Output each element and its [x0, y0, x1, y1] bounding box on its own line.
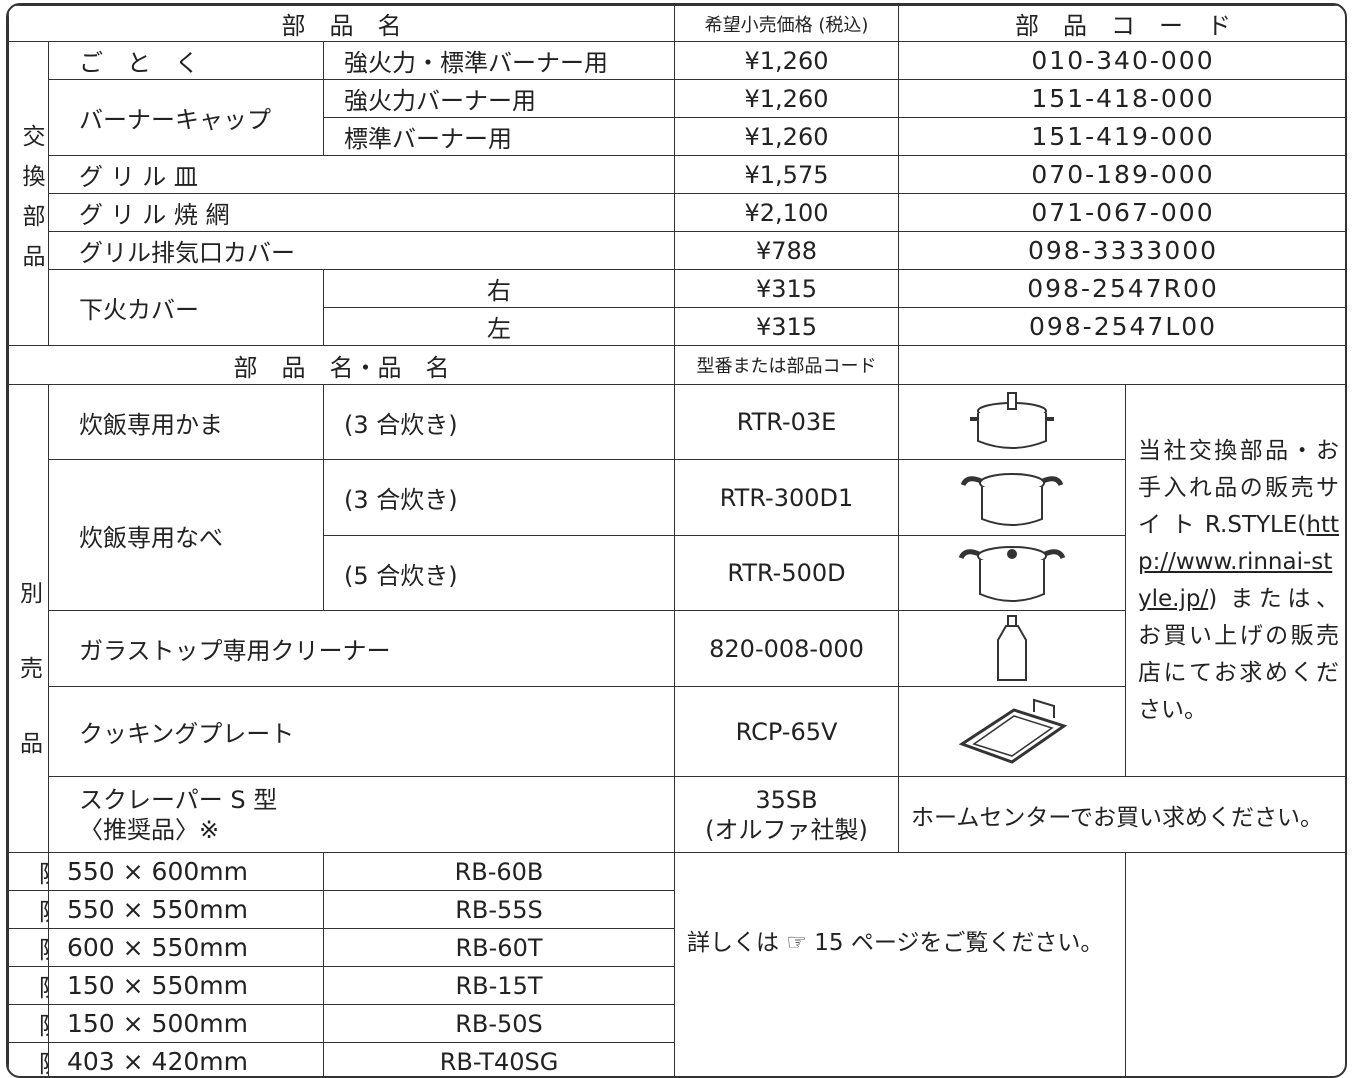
cell: 151-418-000	[899, 80, 1347, 118]
cell: ガラストップ専用クリーナー	[49, 611, 675, 687]
cell: 098-2547L00	[899, 308, 1347, 346]
cell: RB-T40SG	[324, 1043, 675, 1078]
cell: バーナーキャップ	[49, 80, 324, 156]
cell: ¥315	[675, 270, 899, 308]
row: バーナーキャップ 強火力バーナー用 ¥1,260 151-418-000	[9, 80, 1348, 118]
cell: 070-189-000	[899, 156, 1347, 194]
header-cell: 型番または部品コード	[675, 346, 899, 385]
cell: 強火力・標準バーナー用	[324, 42, 675, 80]
header-cell: 希望小売価格 (税込)	[675, 6, 899, 42]
cell: グ リ ル 皿	[49, 156, 675, 194]
cell: 標準バーナー用	[324, 118, 675, 156]
pot-icon	[957, 465, 1067, 531]
cell: ¥315	[675, 308, 899, 346]
plate-icon	[952, 694, 1072, 770]
header-cell: 部 品 名・品 名	[9, 346, 675, 385]
image-cell	[899, 385, 1126, 460]
cell: ご と く	[49, 42, 324, 80]
cell: RB-15T	[324, 967, 675, 1005]
cell: 098-3333000	[899, 232, 1347, 270]
row: 下火カバー 右 ¥315 098-2547R00	[9, 270, 1348, 308]
cell: 150 × 550mm	[49, 967, 324, 1005]
cell: (3 合炊き)	[324, 385, 675, 460]
header-cell	[899, 346, 1347, 385]
header-cell: 部 品 名	[9, 6, 675, 42]
cell: ¥1,260	[675, 80, 899, 118]
cell: グ リ ル 焼 網	[49, 194, 675, 232]
cell: スクレーパー S 型〈推奨品〉※	[49, 777, 675, 853]
cell: グリル排気口カバー	[49, 232, 675, 270]
pot-icon	[962, 389, 1062, 455]
cell: 下火カバー	[49, 270, 324, 346]
cell: 右	[324, 270, 675, 308]
cell: 403 × 420mm	[49, 1043, 324, 1078]
cell: クッキングプレート	[49, 687, 675, 777]
cell: RCP-65V	[675, 687, 899, 777]
cell: RB-55S	[324, 891, 675, 929]
cell: 防熱板 ④	[9, 967, 49, 1005]
cell: 炊飯専用かま	[49, 385, 324, 460]
cell: RB-60T	[324, 929, 675, 967]
shop-note: 当社交換部品・お手入れ品の販売サイトR.STYLE(http://www.rin…	[1126, 385, 1347, 777]
cell: 防熱板 ②	[9, 891, 49, 929]
pot-icon	[957, 540, 1067, 606]
header-cell: 部 品 コ ー ド	[899, 6, 1347, 42]
cell: 左	[324, 308, 675, 346]
cell-line: スクレーパー S 型	[79, 785, 674, 815]
cell: 820-008-000	[675, 611, 899, 687]
cell: ¥2,100	[675, 194, 899, 232]
bottle-icon	[982, 614, 1042, 684]
cell: 強火力バーナー用	[324, 80, 675, 118]
image-cell	[899, 460, 1126, 536]
cell: (3 合炊き)	[324, 460, 675, 536]
cell-line: (オルファ社製)	[675, 815, 898, 845]
cell-line: 〈推奨品〉※	[79, 815, 674, 845]
cell: 098-2547R00	[899, 270, 1347, 308]
row: 防熱板 ① 550 × 600mm RB-60B 詳しくは ☞ 15 ページをご…	[9, 853, 1348, 891]
cell: 150 × 500mm	[49, 1005, 324, 1043]
cell: 071-067-000	[899, 194, 1347, 232]
cell: 550 × 550mm	[49, 891, 324, 929]
row: スクレーパー S 型〈推奨品〉※ 35SB(オルファ社製) ホームセンターでお買…	[9, 777, 1348, 853]
cell: 防熱板 ③	[9, 929, 49, 967]
group-label: 別売品	[9, 385, 49, 853]
cell: 010-340-000	[899, 42, 1347, 80]
image-cell	[899, 536, 1126, 611]
cell: (5 合炊き)	[324, 536, 675, 611]
cell: ホームセンターでお買い求めください。	[899, 777, 1347, 853]
cell: 151-419-000	[899, 118, 1347, 156]
cell: 防熱板 ⑥	[9, 1043, 49, 1078]
image-cell	[899, 611, 1126, 687]
cell: RTR-03E	[675, 385, 899, 460]
cell: 600 × 550mm	[49, 929, 324, 967]
cell: 550 × 600mm	[49, 853, 324, 891]
image-cell	[899, 687, 1126, 777]
header-row: 部 品 名・品 名 型番または部品コード	[9, 346, 1348, 385]
cell: RB-60B	[324, 853, 675, 891]
row: グ リ ル 焼 網 ¥2,100 071-067-000	[9, 194, 1348, 232]
page-note: 詳しくは ☞ 15 ページをご覧ください。	[675, 853, 1126, 1078]
cell: RTR-300D1	[675, 460, 899, 536]
row: 別売品 炊飯専用かま (3 合炊き) RTR-03E 当社交換部品・お手入れ品の…	[9, 385, 1348, 460]
cell: RB-50S	[324, 1005, 675, 1043]
cell: ¥1,260	[675, 118, 899, 156]
cell: 防熱板 ①	[9, 853, 49, 891]
table-frame: 部 品 名 希望小売価格 (税込) 部 品 コ ー ド 交換部品 ご と く 強…	[6, 3, 1347, 1078]
cell-line: 35SB	[675, 785, 898, 815]
cell: 防熱板 ⑤	[9, 1005, 49, 1043]
parts-table: 部 品 名 希望小売価格 (税込) 部 品 コ ー ド 交換部品 ご と く 強…	[8, 5, 1347, 1078]
row: 交換部品 ご と く 強火力・標準バーナー用 ¥1,260 010-340-00…	[9, 42, 1348, 80]
row: グ リ ル 皿 ¥1,575 070-189-000	[9, 156, 1348, 194]
group-label: 交換部品	[9, 42, 49, 346]
cell: RTR-500D	[675, 536, 899, 611]
cell: ¥788	[675, 232, 899, 270]
header-row: 部 品 名 希望小売価格 (税込) 部 品 コ ー ド	[9, 6, 1348, 42]
cell: 35SB(オルファ社製)	[675, 777, 899, 853]
cell: ¥1,575	[675, 156, 899, 194]
row: グリル排気口カバー ¥788 098-3333000	[9, 232, 1348, 270]
cell: ¥1,260	[675, 42, 899, 80]
cell: 炊飯専用なべ	[49, 460, 324, 611]
